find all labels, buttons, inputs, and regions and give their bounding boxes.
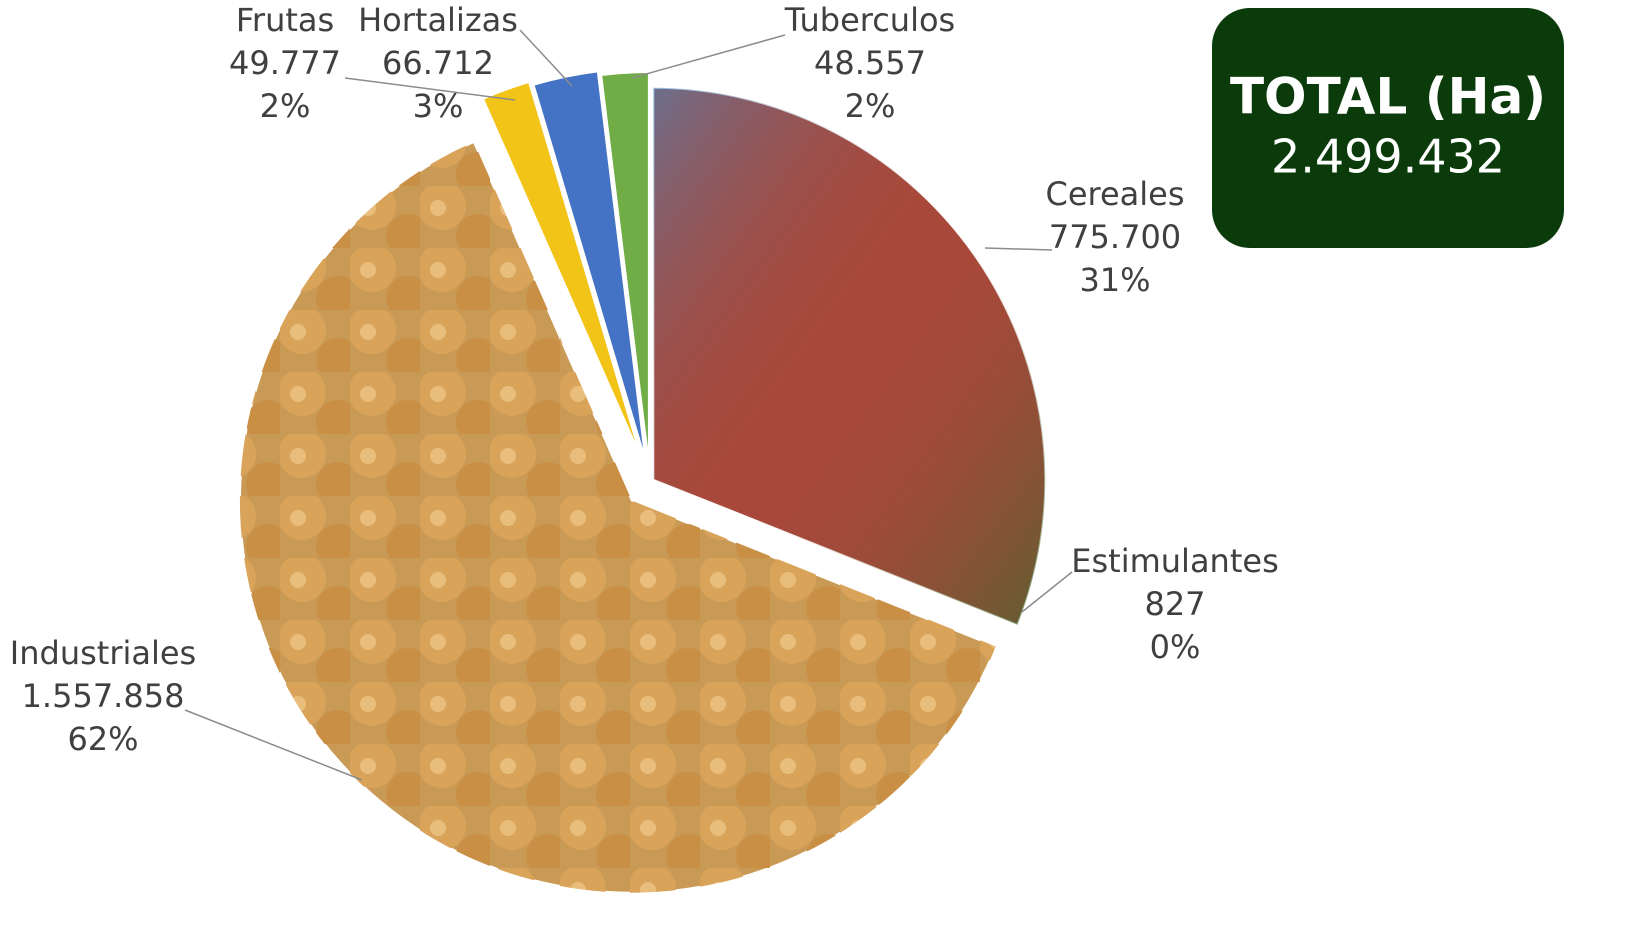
leader-line — [984, 247, 1053, 251]
category-label: Cereales — [1045, 175, 1184, 213]
value-label: 775.700 — [1049, 218, 1181, 256]
category-label: Frutas — [236, 1, 334, 39]
leader-line — [184, 709, 363, 781]
labels: Cereales 775.700 31% Estimulantes 827 0% Indus… — [10, 1, 1279, 781]
value-label: 48.557 — [814, 44, 926, 82]
percent-label: 3% — [413, 87, 464, 125]
percent-label: 62% — [67, 720, 138, 758]
pie — [238, 70, 1047, 894]
pie-slice — [481, 80, 642, 459]
category-label: Tuberculos — [784, 1, 955, 39]
category-label: Estimulantes — [1071, 542, 1278, 580]
value-label: 827 — [1144, 585, 1205, 623]
leader-line — [519, 29, 573, 87]
category-label: Industriales — [10, 634, 196, 672]
percent-label: 2% — [260, 87, 311, 125]
pie-slice — [532, 70, 647, 461]
total-box — [1212, 8, 1564, 248]
value-label: 1.557.858 — [22, 677, 185, 715]
pie-slice — [600, 71, 650, 465]
category-label: Hortalizas — [358, 1, 518, 39]
percent-label: 2% — [845, 87, 896, 125]
leader-line — [344, 77, 516, 101]
percent-label: 31% — [1079, 261, 1150, 299]
percent-label: 0% — [1150, 628, 1201, 666]
leader-line — [1021, 571, 1073, 613]
total-title: TOTAL (Ha) — [1230, 68, 1546, 126]
total-value: 2.499.432 — [1271, 130, 1505, 184]
value-label: 66.712 — [382, 44, 494, 82]
leader-line — [631, 34, 786, 79]
value-label: 49.777 — [229, 44, 341, 82]
